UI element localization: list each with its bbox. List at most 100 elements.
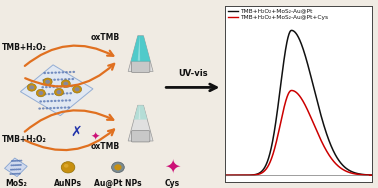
Circle shape — [65, 99, 67, 102]
Circle shape — [38, 91, 43, 95]
Circle shape — [18, 164, 20, 166]
Circle shape — [49, 86, 51, 88]
Text: MoS₂: MoS₂ — [5, 179, 27, 188]
Circle shape — [59, 92, 61, 95]
Circle shape — [51, 72, 53, 74]
Circle shape — [38, 108, 41, 110]
Circle shape — [36, 89, 45, 97]
Circle shape — [20, 164, 22, 166]
Legend: TMB+H₂O₂+MoS₂-Au@Pt, TMB+H₂O₂+MoS₂-Au@Pt+Cys: TMB+H₂O₂+MoS₂-Au@Pt, TMB+H₂O₂+MoS₂-Au@Pt… — [227, 7, 329, 21]
Circle shape — [61, 99, 64, 102]
Circle shape — [67, 85, 70, 87]
Circle shape — [70, 85, 73, 87]
Circle shape — [12, 169, 14, 171]
Polygon shape — [138, 35, 140, 61]
Circle shape — [15, 168, 18, 170]
Circle shape — [15, 160, 17, 162]
Circle shape — [40, 93, 43, 96]
Polygon shape — [5, 158, 27, 177]
Circle shape — [59, 85, 62, 88]
Text: oxTMB: oxTMB — [91, 142, 120, 151]
Circle shape — [54, 88, 64, 96]
Circle shape — [45, 80, 50, 84]
Circle shape — [50, 79, 52, 81]
FancyBboxPatch shape — [132, 131, 150, 142]
Circle shape — [42, 79, 45, 81]
Circle shape — [13, 173, 15, 175]
Circle shape — [56, 107, 59, 109]
Circle shape — [11, 173, 14, 175]
Polygon shape — [128, 105, 153, 141]
Text: TMB+H₂O₂: TMB+H₂O₂ — [2, 135, 47, 144]
Circle shape — [11, 160, 13, 162]
Circle shape — [43, 72, 46, 74]
Circle shape — [58, 71, 60, 74]
Circle shape — [64, 106, 67, 109]
Circle shape — [60, 78, 63, 81]
Circle shape — [14, 164, 16, 166]
Circle shape — [43, 100, 46, 102]
Circle shape — [54, 100, 57, 102]
Circle shape — [29, 85, 34, 89]
Circle shape — [69, 92, 72, 94]
Circle shape — [73, 86, 82, 93]
Circle shape — [112, 162, 124, 173]
Circle shape — [53, 107, 56, 109]
Circle shape — [17, 173, 19, 175]
Circle shape — [68, 78, 70, 80]
Circle shape — [57, 100, 60, 102]
Circle shape — [10, 169, 12, 171]
Circle shape — [66, 92, 68, 95]
Text: ✗: ✗ — [70, 125, 82, 139]
Circle shape — [9, 173, 12, 175]
Circle shape — [16, 164, 18, 166]
Circle shape — [48, 93, 50, 95]
Circle shape — [68, 99, 71, 102]
Circle shape — [46, 79, 49, 81]
Circle shape — [13, 160, 15, 162]
Text: TMB+H₂O₂: TMB+H₂O₂ — [2, 42, 47, 52]
Polygon shape — [131, 36, 150, 61]
Circle shape — [46, 100, 49, 102]
Text: Au@Pt NPs: Au@Pt NPs — [94, 179, 142, 188]
Circle shape — [74, 87, 80, 91]
Circle shape — [49, 107, 52, 109]
Polygon shape — [139, 104, 140, 119]
Circle shape — [73, 71, 75, 73]
Circle shape — [20, 160, 22, 161]
Circle shape — [44, 93, 46, 95]
Text: ✦: ✦ — [91, 132, 100, 142]
Circle shape — [56, 86, 59, 88]
Circle shape — [27, 84, 36, 91]
Circle shape — [71, 78, 74, 80]
Circle shape — [65, 71, 68, 73]
Circle shape — [41, 86, 44, 88]
Circle shape — [50, 100, 53, 102]
Circle shape — [14, 169, 16, 171]
Circle shape — [11, 164, 13, 166]
Polygon shape — [128, 36, 153, 71]
Text: Cys: Cys — [165, 179, 180, 188]
Circle shape — [55, 93, 57, 95]
Circle shape — [12, 164, 14, 166]
Circle shape — [19, 173, 21, 175]
Circle shape — [47, 72, 50, 74]
Circle shape — [114, 164, 122, 170]
Circle shape — [54, 71, 57, 74]
Circle shape — [61, 162, 75, 173]
Circle shape — [51, 93, 54, 95]
Circle shape — [53, 79, 56, 81]
Circle shape — [67, 106, 70, 109]
Text: AuNPs: AuNPs — [54, 179, 82, 188]
Circle shape — [19, 168, 21, 170]
Text: oxTMB: oxTMB — [91, 33, 120, 42]
Circle shape — [63, 82, 68, 86]
Circle shape — [62, 92, 65, 95]
Circle shape — [56, 90, 62, 94]
Circle shape — [18, 160, 20, 162]
Text: UV-vis: UV-vis — [178, 69, 208, 78]
Circle shape — [43, 78, 52, 86]
Circle shape — [63, 85, 66, 88]
Circle shape — [64, 164, 68, 168]
Circle shape — [17, 160, 19, 162]
